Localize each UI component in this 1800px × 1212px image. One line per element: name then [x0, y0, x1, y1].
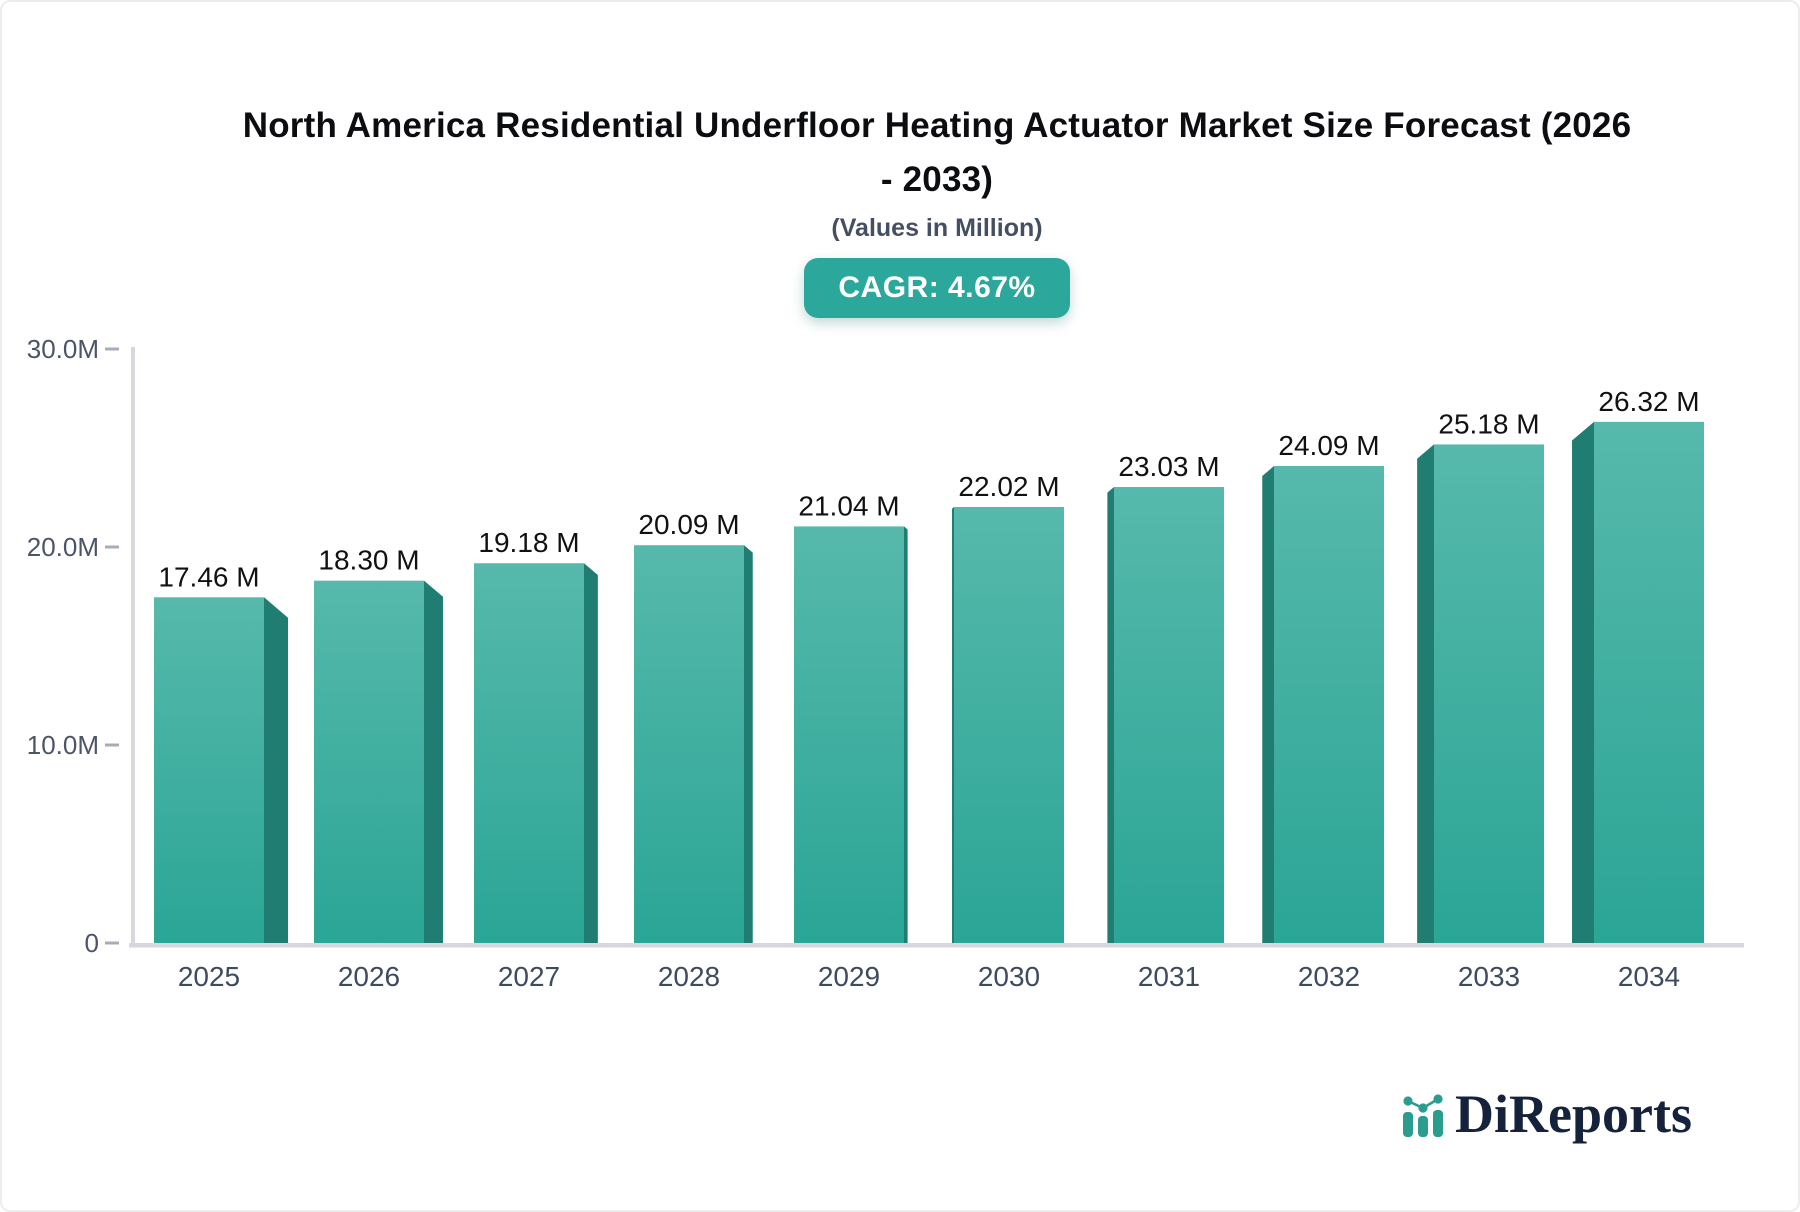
bar-side-2032	[1262, 466, 1274, 943]
cagr-badge: CAGR: 4.67%	[804, 258, 1070, 318]
chart-header: North America Residential Underfloor Hea…	[87, 99, 1787, 318]
x-axis-line	[129, 943, 1744, 948]
chart-subtitle: (Values in Million)	[831, 214, 1043, 242]
bar-value-label: 23.03 M	[1118, 451, 1219, 482]
labels-group: 17.46 M 2025 18.30 M 2026 19.18 M 2027 20.09 M…	[158, 386, 1699, 992]
bar-side-2027	[584, 563, 598, 943]
bar-2031	[1114, 487, 1224, 943]
bar-2028	[634, 545, 744, 943]
bar-2032	[1274, 466, 1384, 943]
bar-side-2029	[904, 526, 908, 943]
x-category-label: 2027	[498, 961, 560, 992]
y-tick-label: 20.0M	[27, 532, 99, 562]
x-category-label: 2030	[978, 961, 1040, 992]
logo-text: DiReports	[1455, 1084, 1692, 1144]
bar-2027	[474, 563, 584, 943]
bar-side-2031	[1107, 487, 1114, 943]
x-category-label: 2026	[338, 961, 400, 992]
bar-value-label: 17.46 M	[158, 561, 259, 592]
bar-2025	[154, 597, 264, 943]
bar-2033	[1434, 444, 1544, 943]
bar-side-2033	[1417, 444, 1434, 943]
chart-title-line1: North America Residential Underfloor Hea…	[242, 106, 1632, 145]
bar-side-2028	[744, 545, 753, 943]
bar-2026	[314, 580, 424, 943]
x-category-label: 2033	[1458, 961, 1520, 992]
y-axis-line	[131, 347, 135, 947]
bar-value-label: 24.09 M	[1278, 430, 1379, 461]
bar-value-label: 19.18 M	[478, 527, 579, 558]
bar-value-label: 20.09 M	[638, 509, 739, 540]
y-tick-label: 30.0M	[27, 334, 99, 364]
bar-2034	[1594, 421, 1704, 943]
x-category-label: 2031	[1138, 961, 1200, 992]
y-tick-mark	[105, 545, 119, 549]
y-tick-label: 0	[85, 928, 99, 958]
bar-2029	[794, 526, 904, 943]
bar-2030	[954, 507, 1064, 943]
x-category-label: 2029	[818, 961, 880, 992]
chart-title-line2: - 2033)	[880, 160, 994, 199]
direports-logo: DiReports	[1402, 1084, 1692, 1144]
mini-bar-line-chart-icon	[1403, 1094, 1444, 1137]
bar-value-label: 21.04 M	[798, 490, 899, 521]
x-category-label: 2028	[658, 961, 720, 992]
y-tick-mark	[105, 941, 119, 945]
bar-value-label: 22.02 M	[958, 471, 1059, 502]
x-category-label: 2032	[1298, 961, 1360, 992]
y-tick-label: 10.0M	[27, 730, 99, 760]
bar-side-2026	[424, 580, 443, 943]
y-tick-mark	[105, 743, 119, 747]
bar-value-label: 25.18 M	[1438, 408, 1539, 439]
bar-value-label: 26.32 M	[1598, 386, 1699, 417]
bar-side-2025	[264, 597, 288, 943]
x-category-label: 2025	[178, 961, 240, 992]
bar-value-label: 18.30 M	[318, 545, 419, 576]
bar-side-2034	[1572, 421, 1594, 943]
bar-side-2030	[952, 507, 954, 943]
x-category-label: 2034	[1618, 961, 1680, 992]
bars-group	[154, 421, 1704, 943]
axes: 30.0M 20.0M 10.0M 0	[27, 334, 1744, 958]
y-tick-mark	[105, 347, 119, 351]
